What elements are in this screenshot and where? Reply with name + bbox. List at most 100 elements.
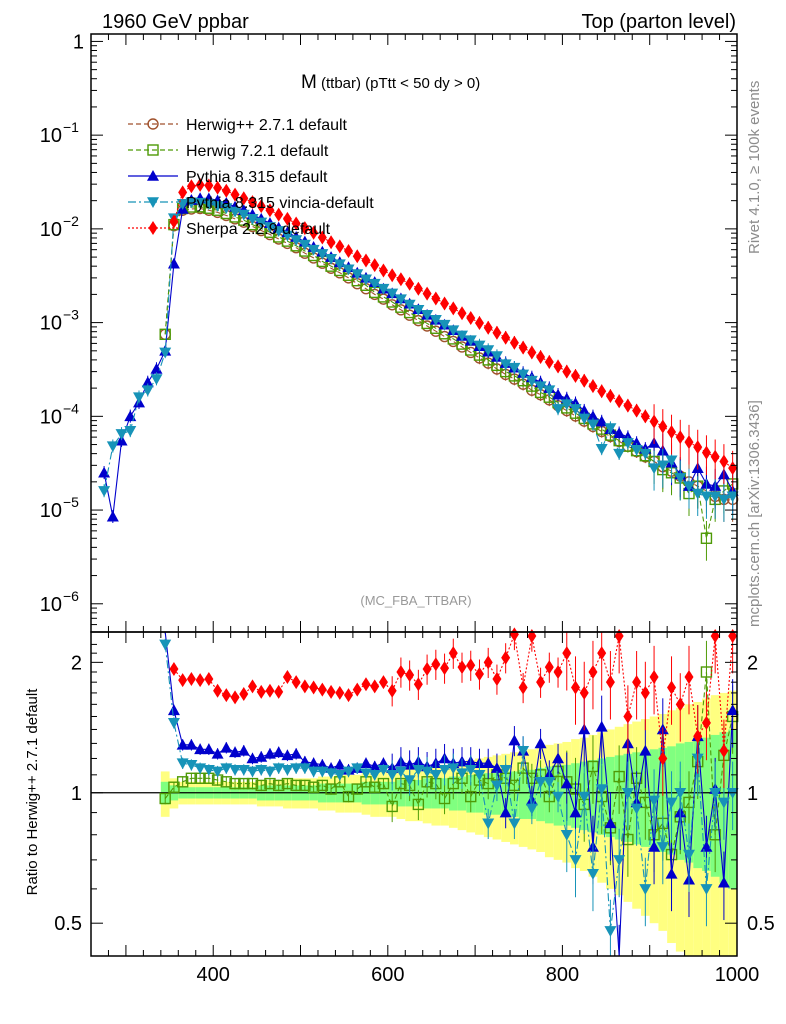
ratio-point [560,777,573,789]
ratio-point [613,770,625,783]
data-point [220,203,233,215]
ratio-point [517,745,530,757]
ratio-y-tick-label-right: 1 [747,783,758,805]
data-point [586,410,599,422]
ratio-point [508,734,521,746]
ratio-point [263,747,276,759]
ratio-point [159,639,172,651]
data-point [361,253,371,268]
y-tick-exponent: −3 [63,307,79,323]
ratio-point [169,662,179,677]
ratio-point [185,760,198,771]
data-point [378,263,388,278]
data-point [691,488,704,500]
ratio-point [709,787,722,799]
ratio-point [344,688,354,703]
ratio-point [396,664,406,679]
ratio-point [544,660,554,675]
data-point [613,427,626,439]
ratio-point [422,662,432,677]
ratio-point [255,779,267,792]
ratio-point [483,655,493,670]
data-point [352,249,362,264]
data-point [248,195,257,210]
ratio-point [255,750,268,762]
ratio-point [595,784,608,796]
band-inner-bin [693,739,703,869]
data-point [527,345,537,360]
ratio-point [613,855,626,866]
ratio-point [597,646,607,661]
data-point [229,206,242,218]
ratio-point [220,741,233,753]
data-point [709,491,722,503]
ratio-point [675,697,685,712]
ratio-point [490,762,503,773]
ratio-point [274,684,284,699]
data-point [351,269,364,281]
ratio-point [333,770,346,781]
ratio-point [438,764,451,776]
data-point [579,373,589,388]
data-point [534,381,547,393]
x-tick-label: 400 [197,964,230,986]
ratio-point [369,781,381,793]
ratio-point [361,677,371,692]
ratio-series-sherpa [169,627,738,796]
y-tick-exponent: −4 [63,400,79,416]
ratio-point [178,673,188,688]
ratio-point [587,760,599,773]
y-tick-exponent: −5 [63,494,79,510]
ratio-y-tick-label-right: 2 [747,652,758,674]
ratio-point [377,764,390,776]
ratio-point [351,783,363,795]
data-point [667,425,677,440]
legend-item-herwigpp: Herwig++ 2.7.1 default [128,117,348,134]
data-point [377,283,390,295]
ratio-ylabel: Ratio to Herwig++ 2.7.1 default [24,688,41,896]
ratio-point [213,683,223,698]
ratio-point [352,682,362,697]
ratio-point [562,646,572,661]
data-point [282,211,292,226]
legend-item-sherpa: Sherpa 2.2.9 default [128,221,331,238]
ratio-point [351,763,364,775]
ratio-point [342,790,355,803]
ratio-point [569,806,582,818]
plot-title: M [301,72,317,93]
data-point [700,491,713,503]
ratio-point [291,675,301,690]
ratio-point [325,768,338,780]
data-point [682,481,695,493]
data-point [263,222,276,233]
x-tick-label: 800 [546,964,579,986]
data-point [394,294,407,306]
ratio-point [325,783,337,795]
series-sherpa [169,177,738,491]
data-point [552,404,565,415]
legend-label: Sherpa 2.2.9 default [186,221,331,238]
series-line-vincia [103,201,733,500]
ratio-point [229,746,242,758]
ratio-point [700,884,713,895]
legend-label: Herwig++ 2.7.1 default [186,117,348,134]
ratio-point [359,757,372,769]
ratio-point [309,680,319,695]
ratio-point [534,737,547,749]
ratio-point [621,787,634,799]
data-point [440,296,450,311]
data-point [413,281,423,296]
ratio-y-tick-label: 1 [71,783,82,805]
ratio-point [248,679,257,694]
ratio-point [403,775,416,787]
data-point [307,244,320,256]
series-line-pythia [103,197,734,517]
header-left-label: 1960 GeV ppbar [102,11,249,33]
legend-label: Herwig 7.2.1 default [186,143,329,160]
ratio-point [202,743,215,755]
ratio-point [588,664,598,679]
ratio-point [378,675,388,690]
ratio-point [501,650,511,665]
ratio-point [431,657,441,672]
